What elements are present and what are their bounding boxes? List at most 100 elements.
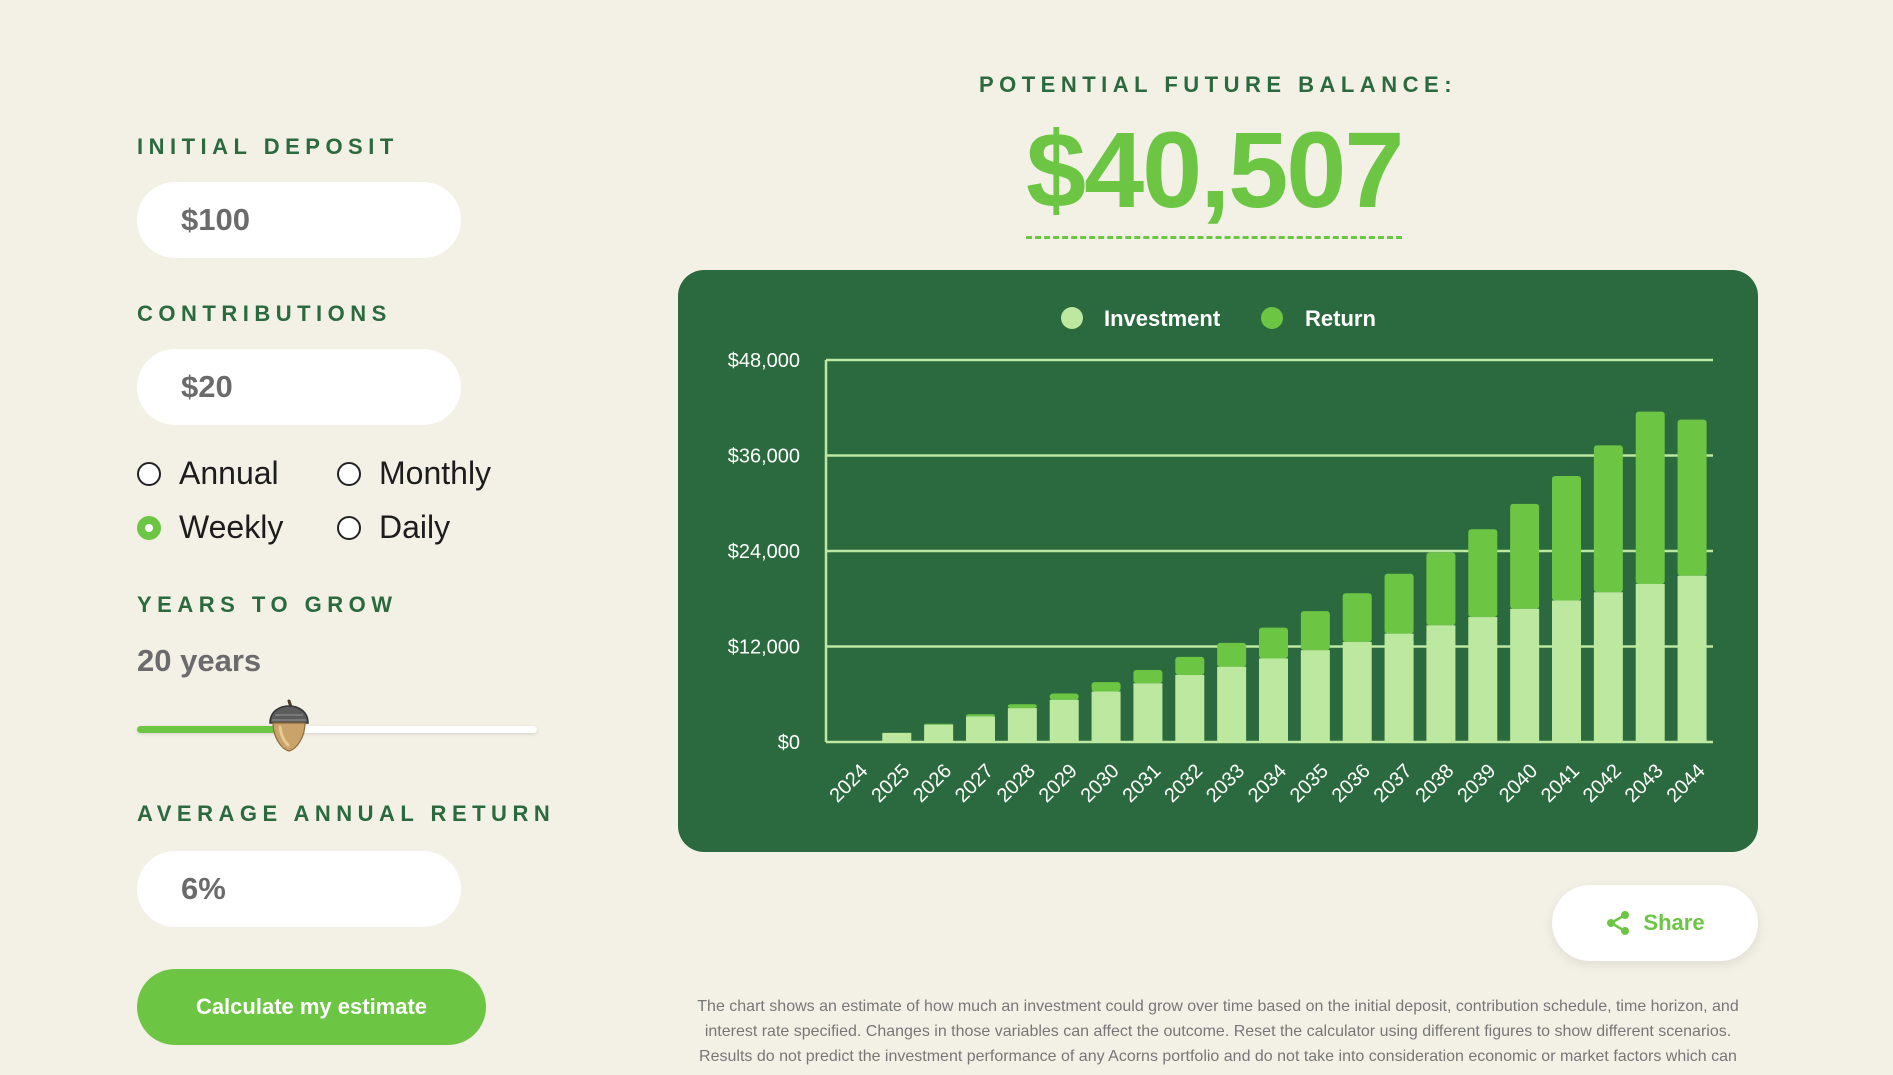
years-value: 20 years (137, 643, 262, 678)
return-bar (1300, 611, 1330, 651)
y-tick-label: $12,000 (728, 637, 800, 659)
y-tick-label: $36,000 (728, 446, 800, 468)
potential-future-balance-label: POTENTIAL FUTURE BALANCE: (978, 72, 1458, 97)
investment-bar (1259, 658, 1288, 742)
investment-bar (1552, 600, 1581, 742)
radio-daily[interactable]: Daily (337, 509, 537, 546)
radio-daily-label: Daily (379, 509, 451, 545)
return-bar (1259, 627, 1288, 659)
investment-bar (1175, 674, 1205, 742)
y-tick-label: $24,000 (728, 541, 800, 563)
return-bar (1426, 552, 1456, 626)
y-tick-label: $48,000 (728, 350, 800, 372)
share-icon (1607, 911, 1630, 935)
legend-investment-label: Investment (1104, 306, 1221, 331)
return-bar (1007, 704, 1037, 709)
investment-bar (1510, 608, 1540, 742)
x-tick-label: 2038 (1411, 760, 1458, 807)
balance-chart-svg: $0$12,000$24,000$36,000$48,0002024202520… (728, 306, 1713, 807)
legend-return-swatch (1261, 307, 1283, 329)
return-bar (1133, 669, 1163, 684)
investment-bar (924, 724, 954, 742)
x-tick-label: 2027 (951, 760, 998, 807)
disclaimer-line: Results do not predict the investment pe… (699, 1048, 1737, 1065)
disclaimer-line: interest rate specified. Changes in thos… (704, 1023, 1732, 1040)
return-bar (924, 723, 954, 725)
investment-bar (1426, 625, 1456, 742)
years-slider[interactable] (137, 726, 537, 733)
disclaimer: The chart shows an estimate of how much … (678, 994, 1758, 1069)
return-bar (1049, 693, 1079, 700)
x-tick-label: 2037 (1370, 760, 1417, 807)
balance-chart: $0 $12,000 $24,000 $36,000 $48,000 2024 2025 20… (678, 270, 1758, 852)
share-label: Share (1643, 910, 1705, 935)
return-bar (1175, 656, 1205, 675)
average-annual-return-label: AVERAGE ANNUAL RETURN (137, 801, 556, 826)
x-tick-label: 2026 (909, 760, 956, 807)
radio-annual-label: Annual (179, 455, 279, 491)
contributions-label: CONTRIBUTIONS (137, 301, 392, 326)
return-bar (1468, 529, 1498, 618)
x-tick-label: 2025 (867, 760, 914, 807)
investment-bar (1677, 575, 1707, 742)
radio-annual[interactable]: Annual (137, 455, 337, 492)
disclaimer-line: The chart shows an estimate of how much … (697, 998, 1739, 1015)
investment-bar (1468, 617, 1498, 742)
contributions-input[interactable]: $20 (137, 349, 461, 425)
x-tick-label: 2029 (1035, 760, 1082, 807)
x-tick-label: 2028 (993, 760, 1040, 807)
x-tick-label: 2024 (825, 760, 872, 807)
return-bar (1510, 503, 1540, 609)
radio-monthly-label: Monthly (379, 455, 492, 491)
return-bar (1091, 682, 1121, 692)
return-bar (1677, 419, 1707, 576)
x-tick-label: 2043 (1621, 760, 1668, 807)
x-tick-label: 2035 (1286, 760, 1333, 807)
frequency-row-2: Weekly Daily (137, 509, 537, 546)
x-tick-label: 2033 (1202, 760, 1249, 807)
return-bar (1384, 573, 1414, 634)
x-tick-label: 2044 (1663, 760, 1710, 807)
legend-investment-swatch (1061, 307, 1083, 329)
x-tick-label: 2039 (1453, 760, 1500, 807)
acorn-slider-thumb-icon[interactable] (266, 699, 312, 753)
x-tick-label: 2036 (1328, 760, 1375, 807)
return-bar (1635, 411, 1665, 584)
radio-annual-circle[interactable] (137, 461, 161, 486)
investment-bar (1342, 641, 1372, 742)
initial-deposit-input[interactable]: $100 (137, 182, 461, 258)
investment-bar (1593, 592, 1623, 742)
x-tick-label: 2030 (1077, 760, 1124, 807)
y-tick-label: $0 (778, 732, 800, 754)
investment-bar (966, 716, 995, 742)
initial-deposit-label: INITIAL DEPOSIT (137, 134, 399, 159)
investment-bar (1049, 699, 1079, 742)
calculate-estimate-button[interactable]: Calculate my estimate (137, 969, 486, 1045)
radio-monthly[interactable]: Monthly (337, 455, 537, 492)
return-bar (1342, 593, 1372, 642)
legend-return-label: Return (1305, 306, 1376, 331)
x-tick-label: 2032 (1160, 760, 1207, 807)
radio-monthly-circle[interactable] (337, 461, 361, 486)
investment-bar (1133, 683, 1163, 742)
x-tick-label: 2041 (1537, 760, 1584, 807)
future-balance-value: $40,507 (1026, 116, 1404, 239)
investment-bar (1007, 708, 1037, 742)
radio-weekly-circle[interactable] (137, 515, 161, 540)
radio-daily-circle[interactable] (337, 515, 361, 540)
investment-bar (882, 732, 912, 742)
investment-bar (1635, 583, 1665, 742)
radio-weekly-label: Weekly (179, 509, 284, 545)
return-bar (1217, 642, 1247, 667)
investment-bar (1300, 650, 1330, 742)
radio-weekly[interactable]: Weekly (137, 509, 337, 546)
x-tick-label: 2031 (1118, 760, 1165, 807)
share-button[interactable]: Share (1552, 885, 1758, 961)
investment-bar (1384, 633, 1414, 742)
frequency-row-1: Annual Monthly (137, 455, 537, 492)
investment-bar (1091, 691, 1121, 742)
return-bar (1593, 445, 1623, 593)
investment-bar (840, 741, 870, 742)
annual-return-input[interactable]: 6% (137, 851, 461, 927)
years-slider-fill (137, 726, 289, 733)
